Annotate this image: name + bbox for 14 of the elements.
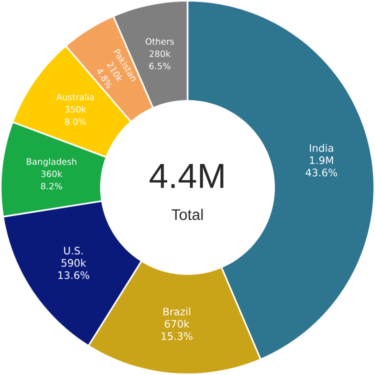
slice-label: Australia [56, 94, 94, 100]
data-label: 590k 13.6% [58, 258, 90, 280]
data-label: 1.9M 43.6% [306, 156, 338, 176]
text: 4.4M [150, 164, 224, 188]
text: Total [172, 208, 203, 220]
slice-label: U.S. [64, 246, 83, 255]
slice-label: Bangladesh [26, 158, 76, 167]
data-label: 670k 15.3% [162, 320, 192, 340]
slice-label: India [310, 144, 334, 152]
slice-label: Others [146, 38, 174, 45]
data-label: 350k 8.0% [64, 106, 86, 125]
slice-label: Brazil [164, 308, 190, 316]
data-label: 360k 8.2% [41, 170, 62, 190]
data-label: 280k 6.5% [149, 50, 171, 70]
